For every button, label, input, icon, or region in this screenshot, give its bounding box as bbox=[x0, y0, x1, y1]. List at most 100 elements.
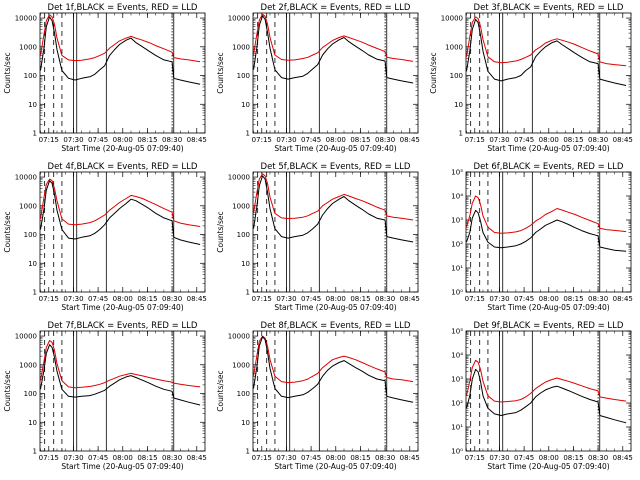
x-tick-label: 08:00 bbox=[539, 136, 559, 144]
y-tick-label: 100 bbox=[237, 390, 250, 398]
y-tick-label: 1 bbox=[246, 448, 250, 456]
y-tick-label: 1000 bbox=[19, 43, 37, 51]
x-tick-label: 08:30 bbox=[375, 136, 395, 144]
y-tick-label: 1000 bbox=[19, 361, 37, 369]
y-tick-label: 10⁴ bbox=[451, 352, 463, 360]
x-tick-label: 07:15 bbox=[252, 136, 272, 144]
detector-panel-9: Det 9f,BLACK = Events, RED = LLD 10⁰ 10¹ 10… bbox=[451, 321, 633, 471]
y-tick-label: 10³ bbox=[451, 376, 463, 384]
events-series-line bbox=[40, 16, 201, 85]
y-tick-label: 10000 bbox=[228, 333, 250, 341]
x-tick-label: 08:00 bbox=[113, 454, 133, 462]
x-tick-label: 08:30 bbox=[375, 295, 395, 303]
x-tick-label: 08:00 bbox=[113, 295, 133, 303]
events-series-line bbox=[40, 344, 201, 406]
panel-title: Det 3f,BLACK = Events, RED = LLD bbox=[474, 3, 624, 13]
y-tick-label: 1000 bbox=[445, 43, 463, 51]
y-tick-label: 10 bbox=[241, 419, 250, 427]
x-tick-label: 08:45 bbox=[187, 454, 207, 462]
panel-title: Det 5f,BLACK = Events, RED = LLD bbox=[261, 162, 411, 172]
y-axis-label: Counts/sec bbox=[216, 211, 225, 252]
y-tick-label: 10¹ bbox=[451, 424, 463, 432]
y-axis-label: Counts/sec bbox=[429, 52, 438, 93]
x-tick-label: 08:15 bbox=[350, 136, 370, 144]
detector-panel-5: Det 5f,BLACK = Events, RED = LLD 1 10 100 10… bbox=[216, 162, 420, 312]
x-tick-label: 07:30 bbox=[63, 295, 83, 303]
y-tick-label: 10000 bbox=[15, 333, 37, 341]
x-tick-label: 07:30 bbox=[63, 136, 83, 144]
events-series-line bbox=[466, 209, 627, 252]
plot-frame bbox=[465, 330, 632, 452]
detector-panel-1: Det 1f,BLACK = Events, RED = LLD 1 10 100 10… bbox=[3, 3, 207, 153]
panel-title: Det 8f,BLACK = Events, RED = LLD bbox=[261, 321, 411, 331]
panel-title: Det 9f,BLACK = Events, RED = LLD bbox=[474, 321, 624, 331]
x-axis-label: Start Time (20-Aug-05 07:09:40) bbox=[61, 144, 183, 153]
x-tick-label: 07:45 bbox=[514, 136, 534, 144]
lld-series-line bbox=[466, 16, 627, 67]
x-tick-label: 08:15 bbox=[137, 295, 157, 303]
events-series-line bbox=[40, 180, 201, 245]
y-tick-label: 100 bbox=[24, 72, 37, 80]
y-tick-label: 100 bbox=[237, 72, 250, 80]
y-tick-label: 1000 bbox=[232, 202, 250, 210]
x-axis-label: Start Time (20-Aug-05 07:09:40) bbox=[274, 303, 396, 312]
x-tick-label: 07:45 bbox=[514, 295, 534, 303]
y-axis-label: Counts/sec bbox=[216, 52, 225, 93]
y-tick-label: 10⁰ bbox=[451, 448, 463, 456]
x-tick-label: 08:30 bbox=[162, 136, 182, 144]
plot-frame bbox=[252, 330, 419, 452]
events-series-line bbox=[253, 15, 414, 84]
y-tick-label: 1000 bbox=[232, 43, 250, 51]
x-tick-label: 07:45 bbox=[88, 454, 108, 462]
x-tick-label: 08:15 bbox=[350, 454, 370, 462]
x-tick-label: 07:15 bbox=[39, 295, 59, 303]
panel-title: Det 2f,BLACK = Events, RED = LLD bbox=[261, 3, 411, 13]
x-tick-label: 08:30 bbox=[162, 295, 182, 303]
x-tick-label: 08:45 bbox=[187, 295, 207, 303]
y-tick-label: 1 bbox=[33, 448, 37, 456]
x-tick-label: 08:15 bbox=[563, 136, 583, 144]
plot-frame bbox=[39, 330, 206, 452]
x-tick-label: 07:15 bbox=[465, 136, 485, 144]
y-tick-label: 100 bbox=[450, 72, 463, 80]
x-axis-label: Start Time (20-Aug-05 07:09:40) bbox=[61, 462, 183, 471]
x-axis-label: Start Time (20-Aug-05 07:09:40) bbox=[487, 303, 609, 312]
x-tick-label: 07:30 bbox=[489, 454, 509, 462]
y-tick-label: 10 bbox=[28, 419, 37, 427]
events-series-line bbox=[253, 175, 414, 243]
y-tick-label: 10000 bbox=[228, 174, 250, 182]
panel-title: Det 6f,BLACK = Events, RED = LLD bbox=[474, 162, 624, 172]
y-tick-label: 10² bbox=[451, 241, 463, 249]
y-tick-label: 10⁵ bbox=[451, 169, 463, 177]
lld-series-line bbox=[253, 335, 414, 384]
detector-panel-2: Det 2f,BLACK = Events, RED = LLD 1 10 100 10… bbox=[216, 3, 420, 153]
lld-series-line bbox=[40, 14, 201, 63]
detector-panel-8: Det 8f,BLACK = Events, RED = LLD 1 10 100 10… bbox=[216, 321, 420, 471]
x-axis-label: Start Time (20-Aug-05 07:09:40) bbox=[487, 144, 609, 153]
x-tick-label: 08:00 bbox=[539, 295, 559, 303]
y-tick-label: 10¹ bbox=[451, 265, 463, 273]
x-tick-label: 08:00 bbox=[326, 136, 346, 144]
x-tick-label: 07:30 bbox=[489, 136, 509, 144]
y-tick-label: 10000 bbox=[15, 174, 37, 182]
y-tick-label: 10⁴ bbox=[451, 193, 463, 201]
lld-series-line bbox=[253, 173, 414, 221]
events-series-line bbox=[466, 18, 627, 86]
x-tick-label: 08:45 bbox=[613, 136, 633, 144]
x-tick-label: 07:45 bbox=[301, 295, 321, 303]
y-tick-label: 10000 bbox=[228, 15, 250, 23]
plot-frame bbox=[465, 12, 632, 134]
x-tick-label: 07:30 bbox=[276, 454, 296, 462]
x-tick-label: 07:15 bbox=[252, 454, 272, 462]
x-tick-label: 08:30 bbox=[162, 454, 182, 462]
x-tick-label: 08:15 bbox=[137, 136, 157, 144]
x-tick-label: 08:00 bbox=[539, 454, 559, 462]
x-tick-label: 08:15 bbox=[563, 295, 583, 303]
x-tick-label: 07:45 bbox=[301, 136, 321, 144]
plot-frame bbox=[39, 12, 206, 134]
y-tick-label: 10000 bbox=[15, 15, 37, 23]
x-tick-label: 08:45 bbox=[400, 136, 420, 144]
y-tick-label: 1 bbox=[33, 289, 37, 297]
x-tick-label: 07:15 bbox=[465, 295, 485, 303]
